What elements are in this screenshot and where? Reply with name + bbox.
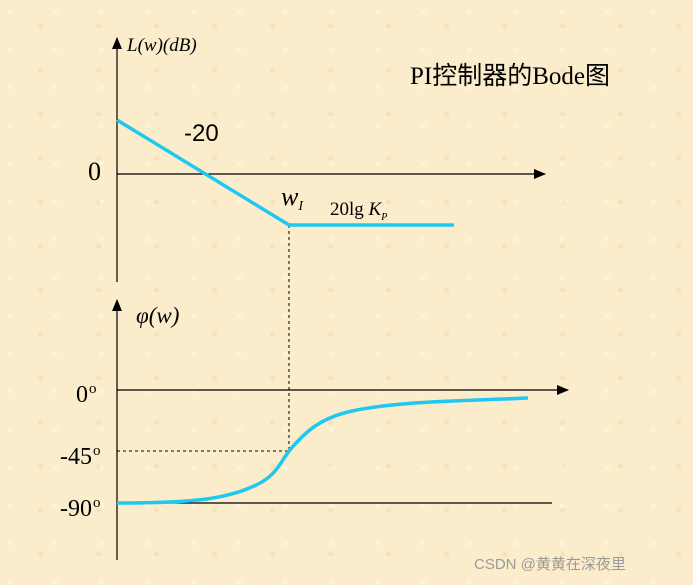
magnitude-curve	[116, 118, 454, 227]
gain-label: 20lg KP	[330, 200, 387, 223]
magnitude-axis-label: L(w)(dB)	[127, 35, 197, 56]
watermark: CSDN @黄黄在深夜里	[474, 556, 626, 573]
corner-frequency-subscript: I	[298, 199, 304, 214]
gain-label-symbol: K	[368, 199, 382, 220]
phase-tick-0: 0o	[76, 381, 97, 408]
slope-label: -20	[184, 120, 219, 147]
corner-frequency-label: wI	[281, 184, 303, 214]
phase-tick-minus90: -90o	[60, 495, 101, 522]
phase-axis-label: φ(w)	[136, 303, 180, 328]
diagram-title: PI控制器的Bode图	[410, 63, 611, 90]
corner-frequency-symbol: w	[281, 182, 299, 211]
phase-tick-minus45: -45o	[60, 443, 101, 470]
magnitude-zero-tick: 0	[88, 157, 101, 186]
phase-curve	[116, 396, 529, 505]
gain-label-prefix: 20lg	[330, 199, 364, 220]
gain-label-subscript: P	[381, 212, 388, 223]
